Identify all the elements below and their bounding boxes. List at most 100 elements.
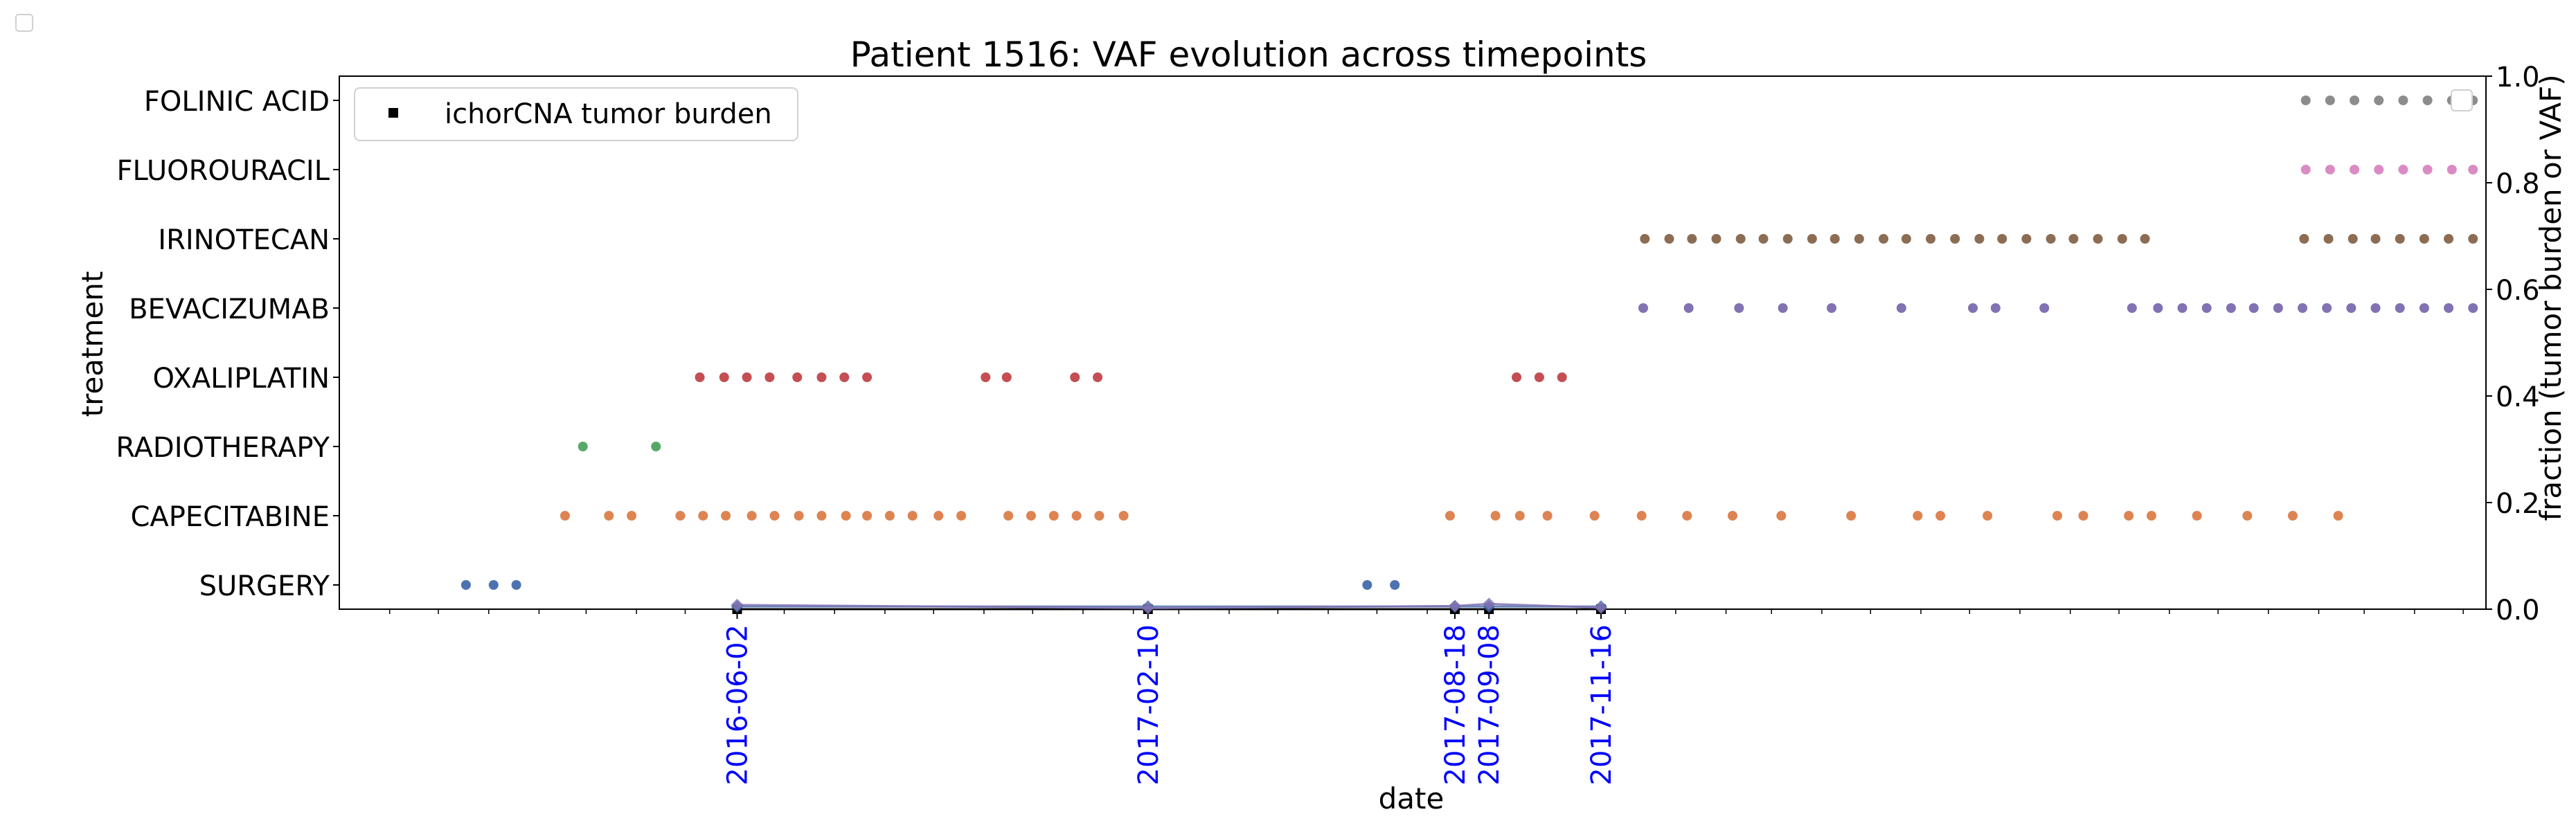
y-tick-label: BEVACIZUMAB <box>129 294 330 325</box>
treatment-dot <box>1048 511 1059 521</box>
treatment-dot <box>2287 511 2298 521</box>
treatment-dot <box>2093 234 2103 244</box>
treatment-dot <box>2124 511 2134 521</box>
treatment-dot <box>695 372 705 382</box>
right-y-tick-label: 0.0 <box>2496 595 2540 626</box>
treatment-dot <box>1001 372 1012 382</box>
treatment-dot <box>2468 165 2478 174</box>
treatment-dot <box>2325 165 2335 174</box>
treatment-dot <box>2350 165 2360 174</box>
axes-frame <box>339 75 2487 610</box>
treatment-dot <box>1118 511 1129 521</box>
x-tick-label: 2017-02-10 <box>1133 624 1165 785</box>
treatment-dot <box>1026 511 1036 521</box>
treatment-dot <box>578 442 588 451</box>
treatment-dot <box>792 372 803 382</box>
treatment-dot <box>1687 234 1697 244</box>
treatment-dot <box>2153 303 2163 313</box>
y-tick-label: FOLINIC ACID <box>144 86 330 118</box>
treatment-dot <box>1826 303 1836 313</box>
series-marker <box>731 598 744 611</box>
treatment-dot <box>1926 234 1936 244</box>
treatment-dot <box>2323 234 2334 244</box>
treatment-dot <box>1071 511 1082 521</box>
treatment-dot <box>769 511 780 521</box>
treatment-dot <box>2419 303 2429 313</box>
treatment-dot <box>2201 303 2212 313</box>
x-axis-label: date <box>1379 782 1444 815</box>
treatment-dot <box>2422 165 2433 174</box>
plot-area: SURGERY CAPECITABINE RADIOTHERAPY OXALIPLAT… <box>116 62 2539 785</box>
right-y-axis-label: fraction (tumor burden or VAF) <box>2534 74 2568 521</box>
treatment-dot <box>1070 372 1080 382</box>
treatment-dot <box>1638 303 1648 313</box>
treatment-dot <box>2226 303 2236 313</box>
treatment-dot <box>2398 96 2408 105</box>
treatment-dot <box>2192 511 2202 521</box>
treatment-dot <box>2039 303 2050 313</box>
series-marker <box>1448 599 1461 613</box>
treatment-dot <box>884 511 895 521</box>
treatment-dot <box>1534 372 1544 382</box>
treatment-dot <box>1683 303 1694 313</box>
figure-checkbox[interactable] <box>15 14 33 32</box>
treatment-dot <box>1990 303 2001 313</box>
treatment-dot <box>1997 234 2007 244</box>
treatment-dot <box>1913 511 1923 521</box>
treatment-dot <box>2146 511 2156 521</box>
treatment-dot <box>2395 234 2405 244</box>
treatment-dot <box>1682 511 1692 521</box>
treatment-dot <box>675 511 686 521</box>
chart-title: Patient 1516: VAF evolution across timep… <box>850 35 1647 75</box>
treatment-dot <box>981 372 991 382</box>
treatment-dot <box>1003 511 1014 521</box>
treatment-dot <box>1935 511 1946 521</box>
treatment-dot <box>1974 234 1985 244</box>
treatment-dot <box>2177 303 2188 313</box>
treatment-dot <box>764 372 775 382</box>
treatment-dot <box>1444 511 1455 521</box>
right-y-tick-label: 1.0 <box>2496 62 2540 93</box>
series-marker <box>1595 601 1608 614</box>
y-tick-label: IRINOTECAN <box>158 224 330 256</box>
treatment-dot <box>907 511 918 521</box>
left-y-axis-label: treatment <box>75 271 109 417</box>
treatment-dot <box>1758 234 1769 244</box>
treatment-dot <box>2347 234 2358 244</box>
treatment-dot <box>2350 96 2360 105</box>
treatment-dot <box>956 511 967 521</box>
treatment-dot <box>816 511 827 521</box>
treatment-dot <box>1514 511 1525 521</box>
treatment-dot <box>1362 580 1372 590</box>
treatment-dot <box>794 511 804 521</box>
treatment-dot <box>1807 234 1817 244</box>
treatment-dot <box>839 372 850 382</box>
treatment-dot <box>1490 511 1501 521</box>
treatment-dot <box>2333 511 2343 521</box>
treatment-dot <box>2444 303 2454 313</box>
y-tick-label: RADIOTHERAPY <box>116 432 330 464</box>
treatment-dot <box>1830 234 1840 244</box>
treatment-dot <box>627 511 637 521</box>
right-y-tick-label: 0.8 <box>2496 168 2540 200</box>
treatment-dot <box>2068 234 2079 244</box>
right-y-tick-label: 0.4 <box>2496 381 2540 413</box>
treatment-dot <box>1778 303 1788 313</box>
treatment-dot <box>2444 234 2454 244</box>
treatment-dot <box>2346 303 2356 313</box>
treatment-dot <box>1512 372 1522 382</box>
treatment-dot <box>721 511 731 521</box>
treatment-dot <box>2052 511 2062 521</box>
treatment-dot <box>1896 303 1906 313</box>
treatment-dot <box>933 511 944 521</box>
treatment-dot <box>1879 234 1889 244</box>
treatment-dot <box>2374 96 2384 105</box>
y-tick-label: OXALIPLATIN <box>152 363 330 395</box>
treatment-dot <box>488 580 499 590</box>
legend-marker <box>388 108 398 118</box>
treatment-dot <box>1854 234 1864 244</box>
right-y-tick-label: 0.2 <box>2496 488 2540 520</box>
treatment-dot <box>742 372 752 382</box>
treatment-dot <box>2127 303 2137 313</box>
treatment-dot <box>862 372 873 382</box>
